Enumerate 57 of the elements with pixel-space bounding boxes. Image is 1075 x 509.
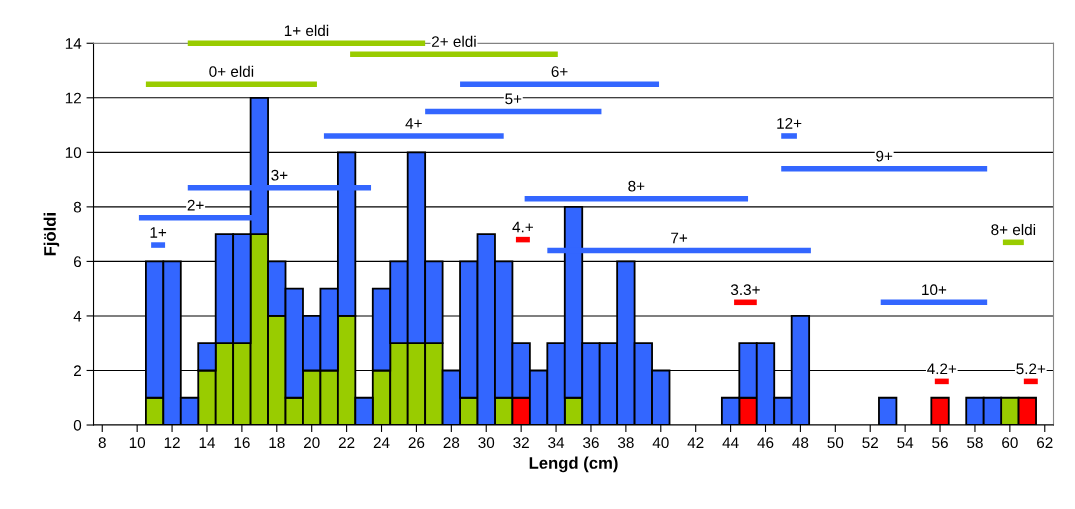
x-tick-label: 60: [1002, 437, 1018, 449]
y-tick-label: 10: [65, 147, 82, 159]
x-tick-label: 8: [98, 437, 106, 449]
series-label: 9+: [876, 150, 893, 162]
x-axis-title: Lengd (cm): [529, 456, 618, 473]
series-label: 2+ eldi: [432, 35, 476, 47]
x-tick-label: 46: [757, 437, 774, 449]
series-label: 0+ eldi: [209, 65, 254, 77]
x-tick-label: 42: [687, 437, 704, 448]
series-label: 8+ eldi: [991, 223, 1036, 236]
x-tick-label: 12: [164, 437, 180, 448]
series-label: 3+: [271, 169, 288, 181]
x-tick-label: 50: [827, 437, 844, 449]
x-tick-label: 38: [617, 437, 634, 449]
x-tick-label: 26: [408, 437, 425, 449]
y-tick-label: 12: [65, 92, 81, 104]
x-tick-label: 22: [338, 437, 355, 448]
series-label: 5.2+: [1016, 363, 1046, 375]
x-tick-label: 48: [792, 437, 809, 449]
series-label: 4.+: [512, 221, 533, 233]
series-label: 1+ eldi: [284, 24, 329, 37]
x-tick-label: 14: [199, 437, 216, 448]
x-tick-label: 28: [443, 437, 460, 449]
series-label: 10+: [922, 284, 947, 296]
series-label: 5+: [505, 93, 522, 105]
x-tick-label: 32: [513, 437, 529, 449]
y-tick-label: 2: [73, 365, 81, 377]
y-tick-label: 4: [73, 310, 82, 322]
series-label: 1+: [150, 227, 167, 238]
x-tick-label: 16: [234, 437, 250, 449]
x-tick-label: 54: [897, 437, 914, 449]
y-tick-label: 14: [65, 38, 82, 49]
series-label: 3.3+: [730, 284, 760, 296]
x-tick-label: 30: [478, 437, 495, 449]
x-tick-label: 36: [583, 437, 599, 449]
series-label: 6+: [551, 66, 568, 77]
x-tick-label: 34: [548, 437, 565, 449]
series-label: 4.2+: [927, 363, 957, 375]
y-axis-title: Fjöldi: [43, 213, 60, 256]
x-tick-label: 58: [967, 437, 983, 449]
x-tick-label: 24: [373, 437, 390, 448]
series-label: 12+: [777, 117, 802, 129]
x-tick-label: 40: [652, 437, 669, 449]
series-label: 8+: [628, 180, 645, 192]
x-tick-label: 44: [722, 437, 739, 448]
x-tick-label: 18: [269, 437, 285, 449]
x-tick-label: 52: [862, 437, 878, 449]
x-tick-label: 20: [303, 437, 320, 449]
x-tick-label: 10: [129, 437, 146, 449]
series-label: 4+: [405, 118, 422, 129]
series-label: 2+: [187, 199, 204, 211]
x-tick-label: 62: [1037, 437, 1053, 449]
y-tick-label: 8: [73, 201, 82, 213]
y-tick-label: 6: [74, 256, 82, 268]
series-label: 7+: [671, 232, 688, 244]
x-tick-label: 56: [932, 437, 948, 449]
y-tick-label: 0: [73, 419, 82, 431]
